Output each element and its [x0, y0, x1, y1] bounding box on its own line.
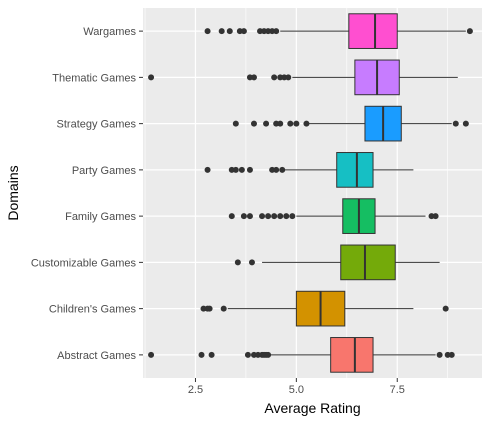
outlier-point	[259, 213, 266, 220]
outlier-point	[271, 74, 278, 81]
outlier-point	[232, 166, 239, 173]
outlier-point	[285, 74, 292, 81]
outlier-point	[448, 351, 455, 358]
y-tick-label: Family Games	[65, 211, 136, 223]
outlier-point	[228, 213, 235, 220]
outlier-point	[277, 120, 284, 127]
outlier-point	[198, 351, 205, 358]
outlier-point	[265, 213, 272, 220]
outlier-point	[204, 166, 211, 173]
y-tick-label: Children's Games	[49, 304, 137, 316]
y-tick-label: Strategy Games	[57, 119, 137, 131]
x-axis-title: Average Rating	[264, 400, 360, 416]
outlier-point	[148, 351, 155, 358]
outlier-point	[293, 120, 300, 127]
outlier-point	[250, 74, 257, 81]
outlier-point	[436, 351, 443, 358]
outlier-point	[220, 305, 227, 312]
outlier-point	[462, 120, 469, 127]
box-party-games	[204, 152, 414, 188]
outlier-point	[232, 120, 239, 127]
box-thematic-games	[148, 59, 458, 96]
outlier-point	[279, 166, 286, 173]
outlier-point	[452, 120, 459, 127]
outlier-point	[442, 305, 449, 312]
y-axis: Wargames Thematic Games Strategy Games Part…	[31, 26, 143, 362]
y-axis-title: Domains	[5, 165, 21, 220]
outlier-point	[289, 213, 296, 220]
x-axis: 2.5 5.0 7.5	[188, 378, 405, 396]
y-tick-label: Party Games	[72, 165, 137, 177]
outlier-point	[277, 213, 284, 220]
outlier-point	[240, 28, 247, 35]
x-tick-label: 7.5	[390, 384, 405, 396]
outlier-point	[204, 28, 211, 35]
outlier-point	[250, 120, 257, 127]
box-family-games	[228, 198, 439, 234]
y-tick-label: Customizable Games	[31, 257, 137, 269]
grid-minor	[144, 8, 448, 378]
outlier-point	[432, 213, 439, 220]
outlier-point	[148, 74, 155, 81]
x-tick-label: 5.0	[289, 384, 304, 396]
outlier-point	[206, 305, 213, 312]
x-tick-label: 2.5	[188, 384, 203, 396]
outlier-point	[263, 120, 270, 127]
box-series	[148, 13, 473, 373]
outlier-point	[246, 166, 253, 173]
box-customizable-games	[234, 244, 440, 281]
outlier-point	[287, 120, 294, 127]
box-wargames	[204, 13, 473, 49]
outlier-point	[273, 166, 280, 173]
y-tick-label: Abstract Games	[57, 350, 136, 362]
box-iqr	[348, 13, 398, 49]
outlier-point	[248, 259, 255, 266]
outlier-point	[244, 351, 251, 358]
box-iqr	[340, 244, 396, 281]
outlier-point	[226, 28, 233, 35]
outlier-point	[208, 351, 215, 358]
outlier-point	[273, 28, 280, 35]
outlier-point	[466, 28, 473, 35]
outlier-point	[283, 213, 290, 220]
outlier-point	[271, 213, 278, 220]
y-tick-label: Thematic Games	[52, 72, 136, 84]
outlier-point	[246, 213, 253, 220]
box-children-s-games	[200, 290, 449, 327]
box-iqr	[330, 337, 374, 373]
box-iqr	[336, 152, 374, 188]
box-abstract-games	[148, 337, 455, 373]
outlier-point	[238, 166, 245, 173]
outlier-point	[240, 213, 247, 220]
outlier-point	[234, 259, 241, 266]
outlier-point	[303, 120, 310, 127]
outlier-point	[218, 28, 225, 35]
outlier-point	[265, 351, 272, 358]
y-tick-label: Wargames	[83, 26, 136, 38]
box-strategy-games	[232, 105, 469, 142]
